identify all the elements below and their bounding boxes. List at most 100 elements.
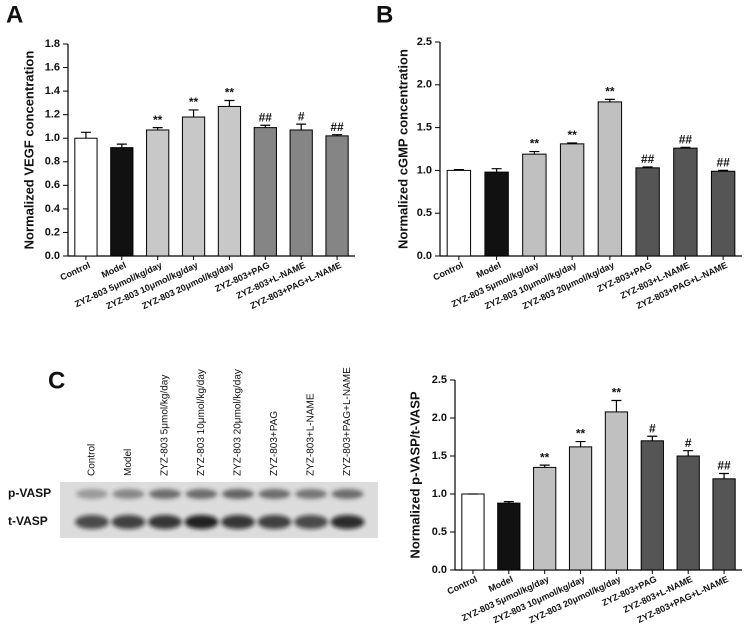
y-tick-label: 1.5 [432,450,447,462]
lane-label: ZYZ-803+PAG [269,411,280,476]
band [258,489,291,499]
bar [676,455,700,571]
y-tick-label: 2.5 [432,374,447,386]
bar [533,466,557,571]
significance-label: ## [717,459,731,473]
error-bar [332,134,343,136]
y-tick-label: 2.0 [432,412,447,424]
bar [181,116,206,257]
significance-label: ** [189,95,199,109]
significance-label: ** [530,137,540,151]
bar [559,143,585,257]
bar [253,127,277,257]
significance-label: # [298,109,305,123]
significance-label: ** [225,86,235,100]
bar [673,147,698,257]
bar [325,135,349,257]
bar [522,153,547,257]
significance-label: ** [153,113,163,127]
lane-label: Model [123,449,134,476]
y-tick-label: 1.8 [45,38,60,50]
y-tick-label: 0.0 [432,564,447,576]
band [148,515,182,529]
error-bar [604,98,615,102]
band [111,515,146,529]
lane-label: ZYZ-803 10μmol/kg/day [196,369,207,476]
error-bar [529,150,540,155]
lane-label: ZYZ-803 5μmol/kg/day [160,375,171,476]
panel-label: C [48,367,65,394]
significance-label: ## [330,120,344,134]
significance-label: ## [641,152,655,166]
bar [710,170,736,257]
significance-label: # [685,436,692,450]
significance-label: ** [576,427,586,441]
band [295,489,327,499]
x-tick-label: Control [446,574,479,597]
error-bar [575,440,586,447]
lane-label: ZYZ-803+PAG+L-NAME [342,367,353,476]
y-tick-label: 1.5 [417,122,432,134]
bar [110,147,134,257]
significance-label: ** [540,450,550,464]
bar [635,167,660,257]
band [185,489,218,499]
bar [446,169,472,257]
y-axis-label: Normalized cGMP concentration [395,49,410,249]
band [75,515,109,529]
significance-label: ## [716,156,730,170]
error-bar [680,146,691,149]
x-tick-label: Control [431,260,464,283]
panel-label: B [376,1,393,28]
band [221,515,255,529]
band [257,515,292,529]
error-bar [188,109,199,118]
error-bar [491,168,502,173]
significance-label: ** [612,386,622,400]
band [331,489,364,499]
y-tick-label: 1.6 [45,61,60,73]
band [222,489,254,499]
blot-membrane [60,482,378,538]
error-bar [642,166,653,168]
error-bar [152,127,163,130]
error-bar [224,99,235,107]
x-tick-label: Control [59,260,92,283]
band [149,489,181,499]
band [184,515,219,529]
y-tick-label: 1.2 [45,109,60,121]
error-bar [260,124,271,128]
bar [712,478,736,571]
band [294,515,328,529]
bar [74,137,98,257]
y-tick-label: 0.4 [45,203,61,215]
band [330,515,365,529]
error-bar [80,131,91,139]
y-tick-label: 0.5 [417,207,432,219]
bar [146,129,170,257]
band [112,489,145,499]
bar [597,101,623,257]
lane-label: ZYZ-803+L-NAME [306,393,317,476]
bar [604,411,629,571]
error-bar [611,399,622,412]
lane-label: ZYZ-803 20μmol/kg/day [233,369,244,476]
row-label: t-VASP [8,514,48,528]
y-axis-label: Normalized VEGF concentration [21,51,36,250]
error-bar [453,168,464,171]
y-tick-label: 0.5 [432,526,447,538]
significance-label: # [649,421,656,435]
bar [568,446,593,571]
band [76,489,108,499]
y-tick-label: 0.6 [45,179,60,191]
y-tick-label: 1.0 [432,488,447,500]
y-tick-label: 2.5 [417,36,432,48]
row-label: p-VASP [8,486,51,500]
bar [217,105,242,257]
panel-label: A [6,1,23,28]
bar [289,129,313,257]
bar [461,493,485,571]
error-bar [539,464,550,468]
error-bar [683,450,694,456]
